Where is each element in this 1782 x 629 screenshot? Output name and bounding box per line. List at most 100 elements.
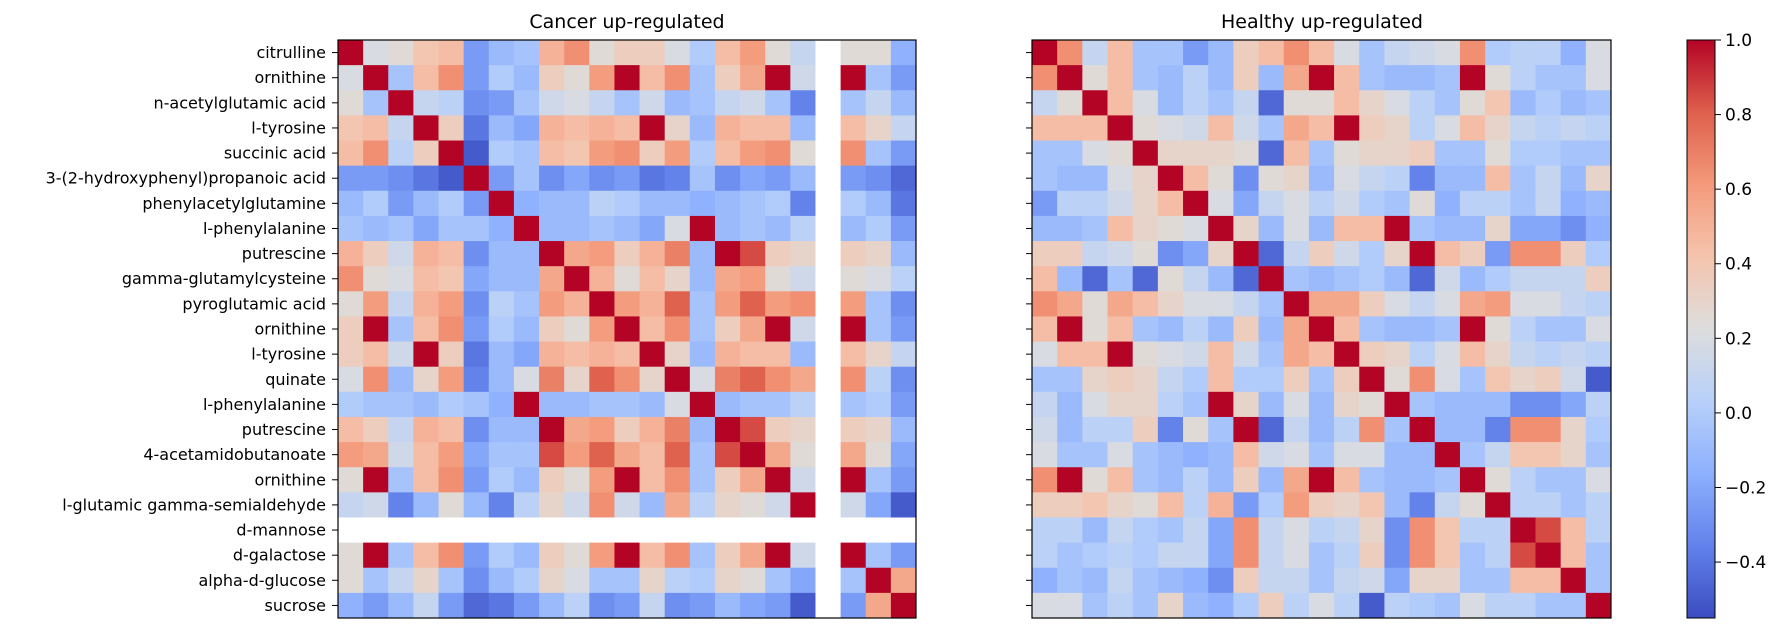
right-cell-11-19 — [1510, 316, 1536, 342]
left-cell-20-1 — [363, 542, 389, 569]
left-cell-9-2 — [388, 266, 414, 292]
right-cell-2-12 — [1334, 90, 1360, 116]
left-cell-6-6 — [488, 190, 515, 217]
right-cell-20-13 — [1359, 542, 1385, 569]
left-cell-4-17 — [765, 140, 791, 167]
right-cell-3-18 — [1485, 115, 1511, 141]
row-label: d-galactose — [233, 546, 326, 565]
right-cell-21-9 — [1258, 567, 1285, 594]
right-cell-0-5 — [1157, 40, 1184, 66]
right-cell-3-12 — [1334, 115, 1360, 141]
left-cell-14-10 — [589, 391, 615, 418]
left-cell-9-6 — [488, 266, 515, 292]
left-cell-22-13 — [664, 592, 691, 619]
left-cell-13-8 — [539, 366, 565, 393]
right-cell-0-2 — [1082, 40, 1108, 66]
right-cell-22-18 — [1485, 592, 1511, 619]
left-cell-14-6 — [488, 391, 515, 418]
right-cell-16-19 — [1510, 442, 1536, 468]
right-cell-12-12 — [1334, 341, 1360, 368]
right-cell-0-15 — [1409, 40, 1436, 66]
right-cell-15-21 — [1560, 416, 1587, 443]
left-cell-22-11 — [614, 592, 640, 619]
left-cell-16-11 — [614, 442, 640, 468]
left-cell-3-8 — [539, 115, 565, 141]
right-cell-21-7 — [1208, 567, 1234, 594]
left-cell-21-18 — [790, 567, 816, 594]
left-cell-6-18 — [790, 190, 816, 217]
right-cell-15-17 — [1459, 416, 1486, 443]
right-cell-5-6 — [1183, 165, 1209, 192]
right-cell-0-4 — [1132, 40, 1159, 66]
right-cell-6-1 — [1057, 190, 1083, 217]
left-cell-8-2 — [388, 241, 414, 267]
left-cell-5-2 — [388, 165, 414, 192]
left-cell-4-1 — [363, 140, 389, 167]
left-cell-20-18 — [790, 542, 816, 569]
left-cell-5-15 — [714, 165, 741, 192]
right-cell-15-20 — [1535, 416, 1562, 443]
right-cell-12-5 — [1157, 341, 1184, 368]
left-cell-11-15 — [714, 316, 741, 342]
right-cell-1-5 — [1157, 65, 1184, 91]
right-cell-1-19 — [1510, 65, 1536, 91]
right-cell-19-7 — [1208, 517, 1234, 544]
right-cell-1-15 — [1409, 65, 1436, 91]
right-cell-7-0 — [1032, 215, 1058, 242]
left-cell-11-22 — [890, 316, 917, 342]
right-cell-13-0 — [1032, 366, 1058, 393]
left-cell-18-2 — [388, 492, 414, 518]
left-cell-3-17 — [765, 115, 791, 141]
row-label: l-tyrosine — [251, 345, 326, 364]
right-cell-21-14 — [1384, 567, 1410, 594]
left-cell-7-17 — [765, 215, 791, 242]
right-cell-15-14 — [1384, 416, 1410, 443]
right-cell-12-10 — [1283, 341, 1310, 368]
right-cell-8-13 — [1359, 241, 1385, 267]
right-cell-18-10 — [1283, 492, 1310, 518]
right-cell-15-12 — [1334, 416, 1360, 443]
right-cell-10-17 — [1459, 291, 1486, 317]
left-cell-20-8 — [539, 542, 565, 569]
left-cell-2-9 — [564, 90, 590, 116]
right-cell-2-14 — [1384, 90, 1410, 116]
right-cell-9-13 — [1359, 266, 1385, 292]
left-cell-12-11 — [614, 341, 640, 368]
right-cell-9-3 — [1107, 266, 1134, 292]
right-cell-21-19 — [1510, 567, 1536, 594]
right-cell-5-13 — [1359, 165, 1385, 192]
left-cell-14-11 — [614, 391, 640, 418]
right-cell-13-16 — [1434, 366, 1461, 393]
right-cell-10-19 — [1510, 291, 1536, 317]
left-cell-7-16 — [740, 215, 766, 242]
right-cell-14-16 — [1434, 391, 1461, 418]
right-cell-22-13 — [1359, 592, 1385, 619]
right-cell-19-16 — [1434, 517, 1461, 544]
right-cell-4-11 — [1308, 140, 1335, 167]
left-cell-21-17 — [765, 567, 791, 594]
right-cell-11-8 — [1233, 316, 1259, 342]
left-cell-16-3 — [413, 442, 439, 468]
right-cell-12-6 — [1183, 341, 1209, 368]
left-cell-20-5 — [463, 542, 490, 569]
right-cell-8-16 — [1434, 241, 1461, 267]
right-cell-7-6 — [1183, 215, 1209, 242]
right-cell-1-12 — [1334, 65, 1360, 91]
left-cell-13-1 — [363, 366, 389, 393]
left-cell-13-15 — [714, 366, 741, 393]
left-cell-3-15 — [714, 115, 741, 141]
right-cell-8-1 — [1057, 241, 1083, 267]
left-cell-19-15 — [714, 517, 741, 544]
right-cell-10-2 — [1082, 291, 1108, 317]
left-cell-15-6 — [488, 416, 515, 443]
left-cell-7-12 — [639, 215, 666, 242]
right-cell-14-15 — [1409, 391, 1436, 418]
right-cell-6-5 — [1157, 190, 1184, 217]
right-cell-0-3 — [1107, 40, 1134, 66]
left-cell-7-3 — [413, 215, 439, 242]
left-cell-20-16 — [740, 542, 766, 569]
left-cell-10-8 — [539, 291, 565, 317]
right-cell-5-8 — [1233, 165, 1259, 192]
right-cell-13-18 — [1485, 366, 1511, 393]
right-cell-2-2 — [1082, 90, 1108, 116]
